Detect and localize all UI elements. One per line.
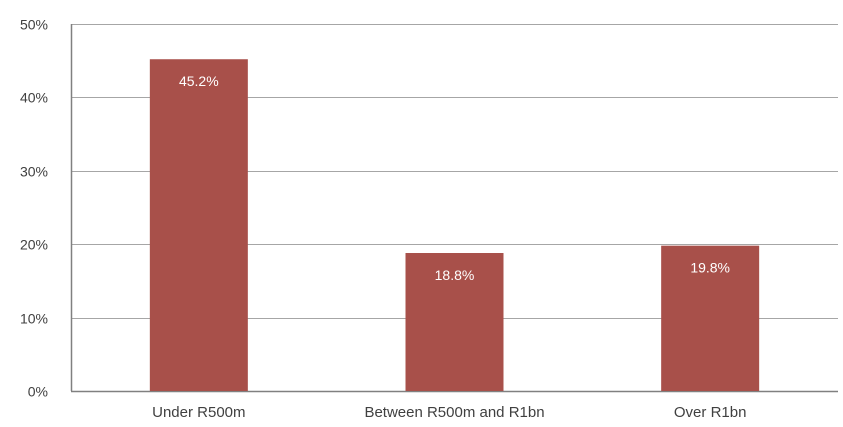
bar-between-r500m-and-r1bn [405,253,504,391]
y-tick-label: 30% [20,164,48,180]
labels: 0% 10% 20% 30% 40% 50% 45.2% Under R500m 18.8% Be… [20,17,746,422]
data-label: 45.2% [179,73,219,89]
x-category-label: Between R500m and R1bn [364,404,544,421]
y-tick-label: 20% [20,237,48,253]
bar-over-r1bn [661,245,760,391]
y-tick-label: 0% [28,384,48,400]
x-category-label: Under R500m [152,404,245,421]
bars [149,59,760,392]
axes [70,24,838,393]
y-tick-label: 10% [20,311,48,327]
y-tick-label: 50% [20,17,48,33]
data-label: 18.8% [435,267,475,283]
bar-under-r500m [149,59,248,392]
data-label: 19.8% [690,260,730,276]
y-tick-label: 40% [20,90,48,106]
x-category-label: Over R1bn [674,404,747,421]
